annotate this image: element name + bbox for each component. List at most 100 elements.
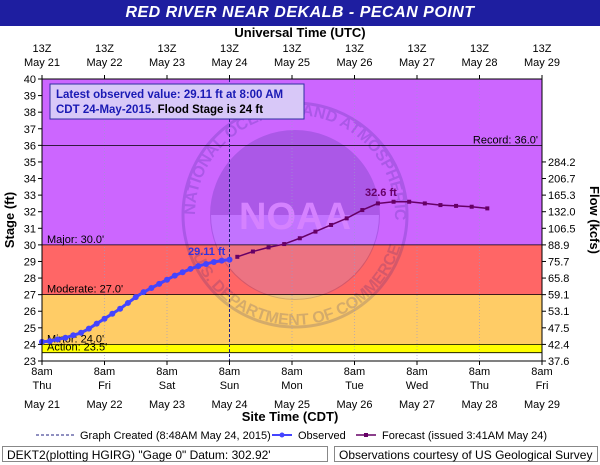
legend-observed-marker [279,432,285,438]
flow-tick-label: 65.8 [548,273,569,285]
forecast-point [391,199,396,204]
threshold-record-label: Record: 36.0' [473,134,538,146]
bottom-tick-label-time: 8am [156,366,177,378]
bottom-tick-label-time: 8am [31,366,52,378]
bottom-tick-label-day: Sat [159,380,176,392]
observed-point [203,260,210,267]
observed-point [179,269,186,276]
chart-title: RED RIVER NEAR DEKALB - PECAN POINT [0,0,600,26]
flow-tick-label: 284.2 [548,157,576,169]
stage-band-1 [42,344,542,353]
top-tick-label-date: May 26 [336,57,372,69]
top-tick-label-date: May 21 [24,57,60,69]
flow-tick-label: 47.5 [548,323,569,335]
forecast-point [250,249,255,254]
threshold-minor-label: Minor: 24.0' [47,333,104,345]
bottom-tick-label-time: 8am [219,366,240,378]
threshold-moderate-label: Moderate: 27.0' [47,284,123,296]
seal-inner-ring [210,130,380,300]
y-tick-label: 32 [24,207,36,219]
flow-tick-label: 106.5 [548,223,576,235]
top-tick-label-time: 13Z [408,43,427,55]
gage-datum-info: DEKT2(plotting HGIRG) "Gage 0" Datum: 30… [2,446,328,462]
y-tick-label: 37 [24,124,36,136]
bottom-tick-label-time: 8am [281,366,302,378]
y-tick-label: 26 [24,306,36,318]
y-tick-label: 27 [24,290,36,302]
legend: Graph Created (8:48AM May 24, 2015) Obse… [36,430,547,442]
y-tick-label: 30 [24,240,36,252]
observed-point [54,336,61,343]
legend-observed-label: Observed [298,430,346,442]
y-tick-label: 34 [24,174,36,186]
y-tick-label: 28 [24,273,36,285]
top-tick-label-date: May 23 [149,57,185,69]
flow-tick-label: 59.1 [548,290,569,302]
bottom-tick-label-time: 8am [94,366,115,378]
top-tick-label-time: 13Z [158,43,177,55]
bottom-tick-label-day: Thu [470,380,489,392]
top-axis-label: Universal Time (UTC) [234,25,365,40]
flow-tick-label: 206.7 [548,174,576,186]
top-tick-label-time: 13Z [220,43,239,55]
forecast-point [422,201,427,206]
stage-band-0 [42,352,542,361]
flow-tick-label: 132.0 [548,207,576,219]
bottom-tick-label-day: Mon [281,380,302,392]
top-tick-label-date: May 25 [274,57,310,69]
legend-created-label: Graph Created (8:48AM May 24, 2015) [80,430,271,442]
forecast-point [344,216,349,221]
forecast-point [313,229,318,234]
y-tick-label: 40 [24,74,36,86]
forecast-point [407,199,412,204]
observed-point [78,329,85,336]
bottom-tick-label-time: 8am [469,366,490,378]
flow-tick-label: 165.3 [548,190,576,202]
bottom-tick-label-day: Wed [406,380,428,392]
observed-point [124,299,131,306]
top-tick-label-date: May 27 [399,57,435,69]
y-tick-label: 38 [24,107,36,119]
top-tick-label-date: May 22 [86,57,122,69]
bottom-tick-label-date: May 22 [86,399,122,411]
top-tick-label-date: May 28 [461,57,497,69]
top-tick-label-time: 13Z [470,43,489,55]
y2-axis-label: Flow (kcfs) [587,186,600,254]
forecast-point [235,254,240,259]
top-tick-label-time: 13Z [533,43,552,55]
top-tick-label-time: 13Z [345,43,364,55]
observed-point [117,305,124,312]
y-tick-label: 29 [24,256,36,268]
observed-point [226,256,233,263]
observed-point [156,280,163,287]
observation-credit: Observations courtesy of US Geological S… [334,446,598,462]
observed-point [164,276,170,283]
observed-point [46,338,53,345]
bottom-tick-label-time: 8am [531,366,552,378]
bottom-tick-label-date: May 23 [149,399,185,411]
top-tick-label-time: 13Z [283,43,302,55]
y-tick-label: 25 [24,323,36,335]
top-tick-label-date: May 29 [524,57,560,69]
seal-agency-text: NOAA [239,196,351,238]
bottom-tick-label-date: May 24 [211,399,247,411]
top-tick-label-time: 13Z [95,43,114,55]
info-line-2: CDT 24-May-2015. Flood Stage is 24 ft [56,104,263,116]
bottom-tick-label-day: Tue [345,380,364,392]
forecast-point [329,222,334,227]
info-flood-stage: . Flood Stage is 24 ft [151,104,263,116]
top-tick-label-date: May 24 [211,57,247,69]
forecast-point [438,203,443,208]
flow-tick-label: 88.9 [548,240,569,252]
seal-upper-half [211,131,379,215]
forecast-point [266,245,271,250]
bottom-tick-label-day: Sun [220,380,240,392]
threshold-action-label: Action: 23.5' [47,342,107,354]
info-date: CDT 24-May-2015 [56,104,152,116]
y-tick-label: 36 [24,140,36,152]
info-box [49,83,305,120]
forecast-point [375,201,380,206]
forecast-peak-label: 32.6 ft [365,187,397,199]
bottom-tick-label-time: 8am [344,366,365,378]
